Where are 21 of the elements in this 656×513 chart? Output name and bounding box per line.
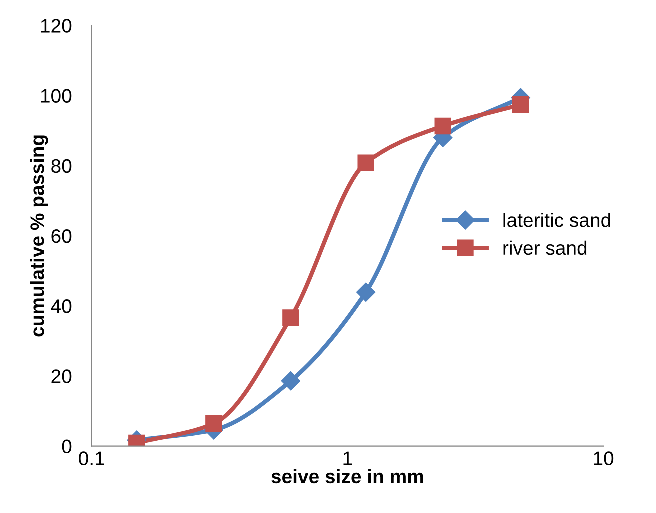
y-tick-label: 80 <box>52 159 72 174</box>
legend-label: lateritic sand <box>504 212 610 228</box>
x-tick-label: 1 <box>344 452 352 466</box>
point <box>356 282 376 302</box>
legend-label: river sand <box>504 240 587 256</box>
point <box>512 96 530 114</box>
point <box>358 154 374 172</box>
y-tick-label: 0 <box>62 440 72 454</box>
y-tick-label: 40 <box>51 300 72 314</box>
point <box>282 310 300 326</box>
x-tick-label: 0.1 <box>79 452 104 466</box>
point <box>281 372 300 391</box>
y-axis-title: cumulative % passing <box>30 136 48 337</box>
x-tick-label: 10 <box>594 452 614 466</box>
y-tick-label: 20 <box>52 370 72 384</box>
y-tick-label: 100 <box>41 89 72 103</box>
y-tick-label: 60 <box>52 229 72 244</box>
x-axis-title: seive size in mm <box>272 469 424 484</box>
point <box>206 416 222 432</box>
point <box>434 118 452 135</box>
y-tick-label: 120 <box>41 19 72 33</box>
